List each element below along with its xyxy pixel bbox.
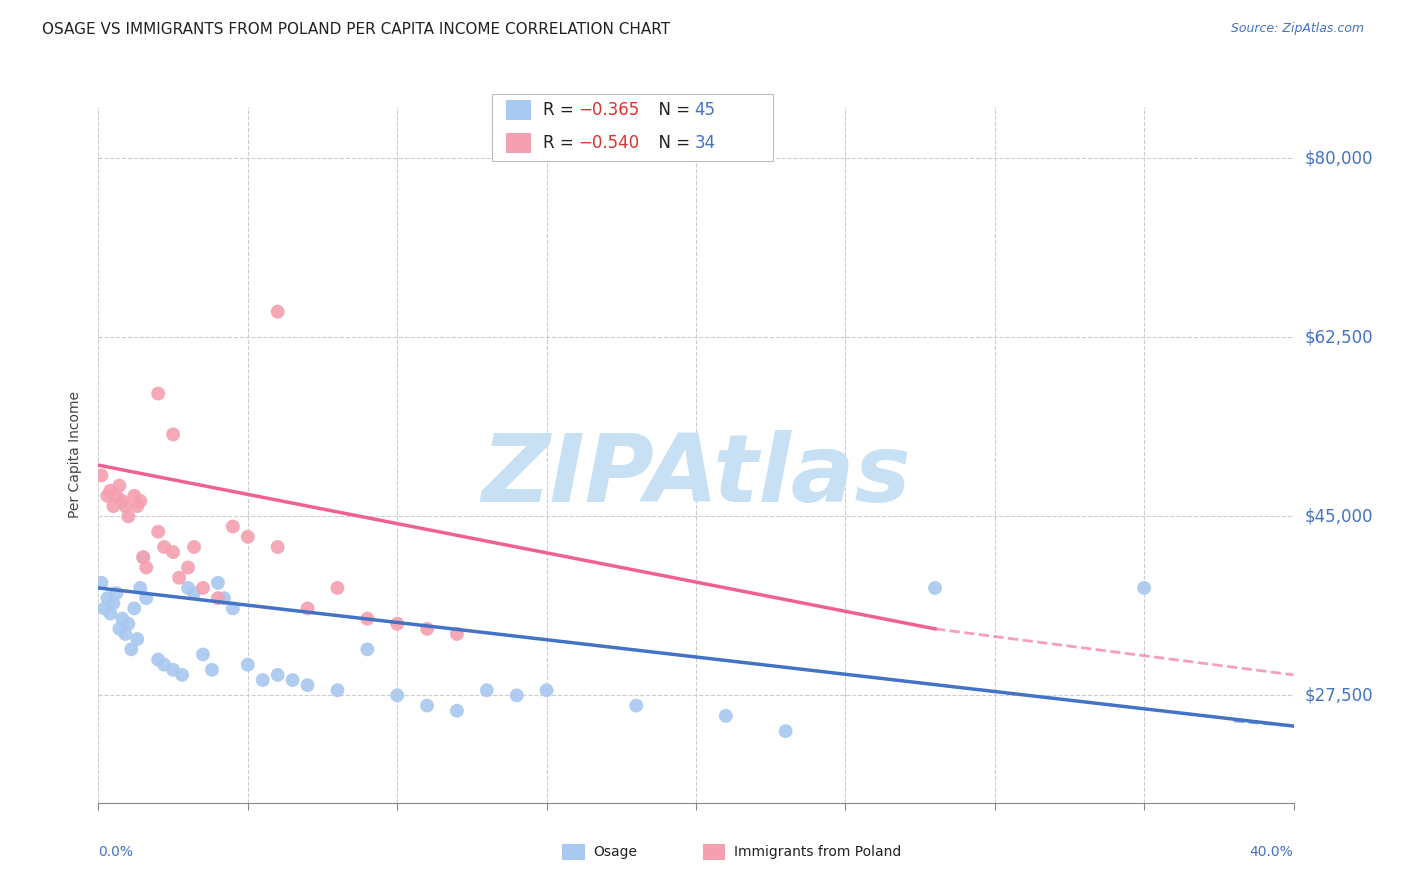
Point: [506, 689, 529, 703]
Point: [153, 657, 176, 672]
Point: [162, 545, 184, 559]
Point: [148, 386, 170, 401]
Text: R =: R =: [543, 101, 579, 119]
Point: [114, 627, 136, 641]
Point: [90, 575, 112, 590]
Text: $80,000: $80,000: [1305, 149, 1374, 167]
Text: Immigrants from Poland: Immigrants from Poland: [734, 845, 901, 859]
Point: [207, 575, 229, 590]
Point: [267, 540, 290, 554]
Y-axis label: Per Capita Income: Per Capita Income: [69, 392, 83, 518]
Point: [267, 668, 290, 682]
Point: [416, 698, 439, 713]
Point: [624, 698, 647, 713]
Text: 45: 45: [695, 101, 716, 119]
Point: [212, 591, 235, 606]
Text: −0.540: −0.540: [578, 134, 638, 152]
Point: [153, 540, 176, 554]
Point: [924, 581, 946, 595]
Point: [385, 689, 409, 703]
Point: [129, 581, 152, 595]
Point: [252, 673, 274, 687]
Point: [297, 601, 319, 615]
Point: [326, 581, 349, 595]
Point: [222, 601, 245, 615]
Text: 40.0%: 40.0%: [1250, 845, 1294, 859]
Point: [191, 648, 214, 662]
Text: $45,000: $45,000: [1305, 508, 1374, 525]
Point: [111, 612, 134, 626]
Point: [1133, 581, 1156, 595]
Point: [281, 673, 304, 687]
Point: [162, 427, 184, 442]
Point: [120, 642, 142, 657]
Point: [236, 657, 259, 672]
Text: 0.0%: 0.0%: [98, 845, 134, 859]
Point: [117, 616, 139, 631]
Text: −0.365: −0.365: [578, 101, 640, 119]
Point: [96, 591, 118, 606]
Point: [356, 642, 378, 657]
Point: [714, 708, 737, 723]
Text: R =: R =: [543, 134, 579, 152]
Point: [356, 612, 378, 626]
Point: [103, 596, 125, 610]
Point: [775, 724, 797, 739]
Point: [96, 489, 118, 503]
Point: [416, 622, 439, 636]
Point: [132, 550, 155, 565]
Text: $62,500: $62,500: [1305, 328, 1374, 346]
Point: [93, 601, 115, 615]
Point: [98, 483, 122, 498]
Text: 34: 34: [695, 134, 716, 152]
Text: N =: N =: [648, 101, 696, 119]
Text: $27,500: $27,500: [1305, 686, 1374, 705]
Point: [90, 468, 112, 483]
Point: [446, 627, 468, 641]
Point: [124, 489, 146, 503]
Point: [162, 663, 184, 677]
Text: OSAGE VS IMMIGRANTS FROM POLAND PER CAPITA INCOME CORRELATION CHART: OSAGE VS IMMIGRANTS FROM POLAND PER CAPI…: [42, 22, 671, 37]
Point: [105, 489, 128, 503]
Text: ZIPAtlas: ZIPAtlas: [481, 430, 911, 522]
Point: [236, 530, 259, 544]
Point: [98, 607, 122, 621]
Point: [117, 509, 139, 524]
Point: [183, 586, 205, 600]
Point: [267, 304, 290, 318]
Point: [172, 668, 194, 682]
Point: [536, 683, 558, 698]
Point: [201, 663, 224, 677]
Point: [129, 494, 152, 508]
Point: [326, 683, 349, 698]
Point: [132, 550, 155, 565]
Text: Osage: Osage: [593, 845, 637, 859]
Point: [177, 581, 200, 595]
Text: Source: ZipAtlas.com: Source: ZipAtlas.com: [1230, 22, 1364, 36]
Point: [111, 494, 134, 508]
Point: [183, 540, 205, 554]
Point: [135, 560, 157, 574]
Point: [127, 499, 149, 513]
Point: [103, 499, 125, 513]
Point: [127, 632, 149, 646]
Point: [108, 478, 131, 492]
Point: [446, 704, 468, 718]
Point: [167, 571, 190, 585]
Point: [108, 622, 131, 636]
Point: [177, 560, 200, 574]
Point: [148, 652, 170, 666]
Point: [191, 581, 214, 595]
Point: [207, 591, 229, 606]
Point: [105, 586, 128, 600]
Point: [297, 678, 319, 692]
Point: [114, 499, 136, 513]
Point: [475, 683, 498, 698]
Point: [124, 601, 146, 615]
Point: [222, 519, 245, 533]
Text: N =: N =: [648, 134, 696, 152]
Point: [148, 524, 170, 539]
Point: [135, 591, 157, 606]
Point: [385, 616, 409, 631]
